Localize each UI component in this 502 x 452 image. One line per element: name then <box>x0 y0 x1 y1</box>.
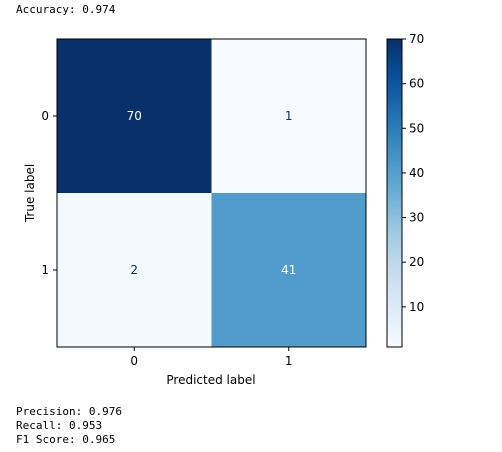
y-axis-label: True label <box>23 164 37 223</box>
plot-frame <box>56 38 367 348</box>
x-tick-label-0: 0 <box>130 354 138 368</box>
accuracy-output: Accuracy: 0.974 <box>16 3 116 16</box>
matrix-cell-1-0 <box>57 193 212 347</box>
colorbar-tick-label-1: 20 <box>409 255 424 269</box>
matrix-cell-0-0 <box>57 39 212 193</box>
y-tick-label-0: 0 <box>41 109 49 123</box>
colorbar-tick-label-2: 30 <box>409 211 424 225</box>
cell-value-1-1: 41 <box>281 263 296 277</box>
matrix-cells: 70 1 2 41 <box>57 39 366 347</box>
colorbar-tick-label-5: 60 <box>409 77 424 91</box>
cell-value-0-0: 70 <box>127 109 142 123</box>
recall-line: Recall: 0.953 <box>16 419 103 432</box>
y-tick-label-1: 1 <box>41 263 49 277</box>
x-tick-label-1: 1 <box>285 354 293 368</box>
cell-value-1-0: 2 <box>130 263 138 277</box>
f1-score-line: F1 Score: 0.965 <box>16 433 116 446</box>
metrics-output: Precision: 0.976 Recall: 0.953 F1 Score: 0… <box>16 405 122 447</box>
colorbar-tick-label-0: 10 <box>409 300 424 314</box>
colorbar-tick-label-3: 40 <box>409 166 424 180</box>
colorbar-scale <box>386 38 403 348</box>
matrix-cell-0-1 <box>211 39 366 193</box>
colorbar-tick-label-4: 50 <box>409 121 424 135</box>
confusion-matrix-chart: 70 12 41 0 101 Predicted label True label 1… <box>23 32 424 387</box>
cell-value-0-1: 1 <box>285 109 293 123</box>
x-axis-label: Predicted label <box>166 373 255 387</box>
axis-ticks: 0 1 0 1 <box>41 109 292 368</box>
precision-line: Precision: 0.976 <box>16 405 122 418</box>
colorbar-ticks: 10 20 30 40 50 60 70 <box>402 32 424 314</box>
colorbar: 10 20 30 40 50 60 70 <box>386 32 424 348</box>
colorbar-tick-label-6: 70 <box>409 32 424 46</box>
matrix-cell-1-1 <box>211 193 366 347</box>
